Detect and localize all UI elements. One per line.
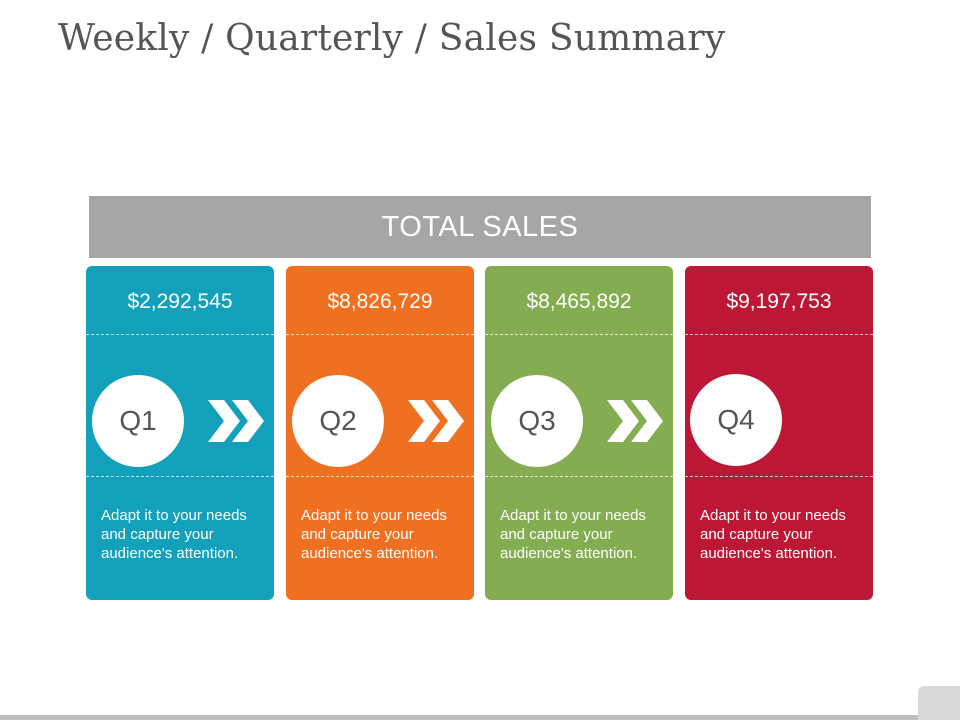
quarter-label: Q1	[119, 405, 157, 436]
divider	[485, 334, 673, 335]
quarter-badge: Q1	[92, 375, 184, 467]
total-sales-header: TOTAL SALES	[89, 196, 871, 258]
total-sales-label: TOTAL SALES	[381, 210, 579, 243]
quarter-card-q4: $9,197,753 Q4 Adapt it to your needs and…	[685, 266, 873, 600]
divider	[286, 476, 474, 477]
divider	[86, 334, 274, 335]
bottom-border	[0, 715, 960, 720]
card-description: Adapt it to your needs and capture your …	[500, 507, 646, 562]
corner-scroll-handle[interactable]	[918, 686, 960, 720]
card-description: Adapt it to your needs and capture your …	[101, 507, 247, 562]
quarter-label: Q4	[717, 404, 755, 435]
divider	[685, 476, 873, 477]
sales-amount: $2,292,545	[127, 290, 233, 313]
double-chevron-right-icon	[607, 400, 663, 442]
quarter-badge: Q4	[690, 374, 782, 466]
divider	[485, 476, 673, 477]
quarter-card-q1: $2,292,545 Q1 Adapt it to your needs and…	[86, 266, 274, 600]
quarter-card-q2: $8,826,729 Q2 Adapt it to your needs and…	[286, 266, 474, 600]
slide-title: Weekly / Quarterly / Sales Summary	[58, 18, 726, 59]
quarter-badge: Q2	[292, 375, 384, 467]
sales-amount: $8,826,729	[327, 290, 433, 313]
quarter-card-q3: $8,465,892 Q3 Adapt it to your needs and…	[485, 266, 673, 600]
card-description: Adapt it to your needs and capture your …	[301, 507, 447, 562]
sales-amount: $9,197,753	[726, 290, 832, 313]
divider	[86, 476, 274, 477]
sales-amount: $8,465,892	[526, 290, 632, 313]
quarter-label: Q2	[319, 405, 357, 436]
quarter-badge: Q3	[491, 375, 583, 467]
double-chevron-right-icon	[408, 400, 464, 442]
double-chevron-right-icon	[208, 400, 264, 442]
divider	[286, 334, 474, 335]
divider	[685, 334, 873, 335]
card-description: Adapt it to your needs and capture your …	[700, 507, 846, 562]
quarter-label: Q3	[518, 405, 556, 436]
